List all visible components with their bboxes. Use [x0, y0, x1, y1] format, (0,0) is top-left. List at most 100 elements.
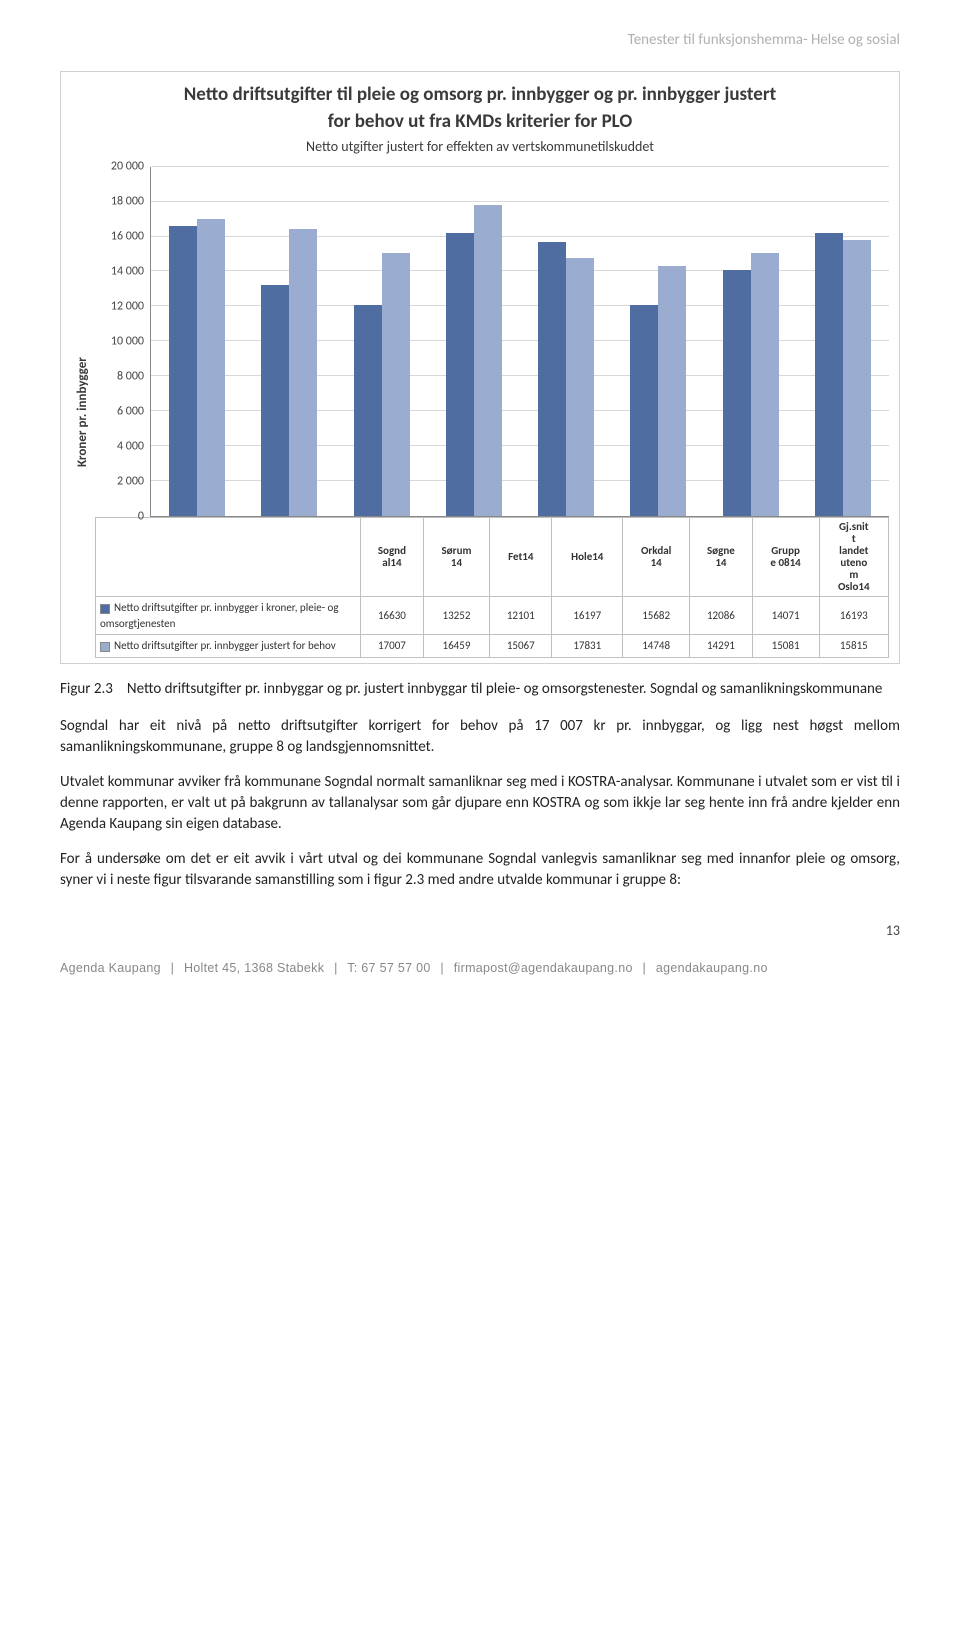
bar	[566, 258, 594, 515]
bar	[446, 233, 474, 516]
data-cell: 16193	[819, 597, 888, 635]
bar	[630, 305, 658, 516]
table-body: Netto driftsutgifter pr. innbygger i kro…	[96, 597, 889, 657]
bar	[354, 305, 382, 516]
table-corner-cell	[96, 517, 361, 597]
bar	[751, 253, 779, 516]
legend-swatch	[100, 604, 110, 614]
data-cell: 17007	[361, 635, 424, 657]
data-cell: 16630	[361, 597, 424, 635]
chart-title-line1: Netto driftsutgifter til pleie og omsorg…	[184, 83, 776, 106]
y-tick-label: 2 000	[117, 473, 144, 490]
data-cell: 12086	[690, 597, 752, 635]
footer-web: agendakaupang.no	[656, 961, 768, 975]
figure-caption-text: Netto driftsutgifter pr. innbyggar og pr…	[127, 679, 883, 700]
series-name-cell: Netto driftsutgifter pr. innbygger juste…	[96, 635, 361, 657]
category-header: Gj.snittlandetutenomOslo14	[819, 517, 888, 597]
bar	[815, 233, 843, 516]
series-name-cell: Netto driftsutgifter pr. innbygger i kro…	[96, 597, 361, 635]
chart-title-line2: for behov ut fra KMDs kriterier for PLO	[328, 110, 632, 133]
y-tick-label: 18 000	[111, 193, 144, 210]
y-tick-label: 14 000	[111, 263, 144, 280]
bars-row	[151, 167, 889, 516]
data-cell: 15682	[623, 597, 690, 635]
data-cell: 16459	[423, 635, 489, 657]
plot-area: 02 0004 0006 0008 00010 00012 00014 0001…	[95, 167, 889, 517]
category-header: Gruppe 0814	[752, 517, 819, 597]
bar-group	[612, 167, 704, 516]
data-cell: 14071	[752, 597, 819, 635]
plot-canvas	[150, 167, 889, 517]
y-tick-label: 6 000	[117, 403, 144, 420]
bar	[538, 242, 566, 516]
y-axis-label-wrap: Kroner pr. innbygger	[71, 167, 95, 658]
legend-swatch	[100, 642, 110, 652]
bar	[261, 285, 289, 516]
y-axis-label: Kroner pr. innbygger	[74, 357, 92, 467]
y-axis: 02 0004 0006 0008 00010 00012 00014 0001…	[95, 167, 150, 517]
category-header: Hole14	[552, 517, 623, 597]
table-row: Netto driftsutgifter pr. innbygger i kro…	[96, 597, 889, 635]
bar	[474, 205, 502, 516]
data-cell: 17831	[552, 635, 623, 657]
category-header: Sørum14	[423, 517, 489, 597]
bar	[658, 266, 686, 515]
bar	[197, 219, 225, 516]
y-tick-label: 10 000	[111, 333, 144, 350]
category-header: Søgne14	[690, 517, 752, 597]
footer-sep: |	[334, 961, 338, 975]
data-table: Sogndal14Sørum14Fet14Hole14Orkdal14Søgne…	[95, 517, 889, 658]
data-cell: 15815	[819, 635, 888, 657]
footer-tel: 67 57 57 00	[361, 961, 430, 975]
footer-sep: |	[171, 961, 175, 975]
bar-group	[797, 167, 889, 516]
y-tick-label: 0	[138, 508, 144, 525]
category-header: Fet14	[490, 517, 552, 597]
footer-sep: |	[643, 961, 647, 975]
footer-org: Agenda Kaupang	[60, 961, 161, 975]
bar	[382, 253, 410, 516]
bar-group	[151, 167, 243, 516]
y-tick-label: 12 000	[111, 298, 144, 315]
bar-group	[428, 167, 520, 516]
figure-label: Figur 2.3	[60, 679, 113, 700]
series-name: Netto driftsutgifter pr. innbygger i kro…	[100, 601, 339, 629]
bar	[169, 226, 197, 516]
page-header: Tenester til funksjonshemma- Helse og so…	[60, 30, 900, 51]
data-cell: 15067	[490, 635, 552, 657]
category-header: Orkdal14	[623, 517, 690, 597]
page-number: 13	[60, 921, 900, 941]
bar-group	[243, 167, 335, 516]
chart-title: Netto driftsutgifter til pleie og omsorg…	[71, 82, 889, 157]
data-cell: 13252	[423, 597, 489, 635]
series-name: Netto driftsutgifter pr. innbygger juste…	[114, 639, 336, 652]
table-row: Netto driftsutgifter pr. innbygger juste…	[96, 635, 889, 657]
bar	[843, 240, 871, 516]
data-cell: 15081	[752, 635, 819, 657]
chart-container: Netto driftsutgifter til pleie og omsorg…	[60, 71, 900, 664]
bar-group	[705, 167, 797, 516]
footer-sep: |	[440, 961, 444, 975]
data-cell: 14291	[690, 635, 752, 657]
table-header-row: Sogndal14Sørum14Fet14Hole14Orkdal14Søgne…	[96, 517, 889, 597]
y-tick-label: 16 000	[111, 228, 144, 245]
body-paragraph: For å undersøke om det er eit avvik i vå…	[60, 849, 900, 891]
data-cell: 16197	[552, 597, 623, 635]
bar	[723, 270, 751, 516]
data-cell: 12101	[490, 597, 552, 635]
footer-address: Holtet 45, 1368 Stabekk	[184, 961, 324, 975]
data-cell: 14748	[623, 635, 690, 657]
bar-group	[336, 167, 428, 516]
y-tick-label: 20 000	[111, 158, 144, 175]
footer-tel-label: T:	[347, 961, 357, 975]
body-paragraph: Utvalet kommunar avviker frå kommunane S…	[60, 772, 900, 835]
bar	[289, 229, 317, 516]
category-header: Sogndal14	[361, 517, 424, 597]
y-tick-label: 8 000	[117, 368, 144, 385]
chart-subtitle: Netto utgifter justert for effekten av v…	[71, 137, 889, 157]
figure-caption: Figur 2.3 Netto driftsutgifter pr. innby…	[60, 679, 900, 700]
bar-group	[520, 167, 612, 516]
footer: Agenda Kaupang | Holtet 45, 1368 Stabekk…	[60, 960, 900, 978]
footer-email: firmapost@agendakaupang.no	[454, 961, 633, 975]
y-tick-label: 4 000	[117, 438, 144, 455]
